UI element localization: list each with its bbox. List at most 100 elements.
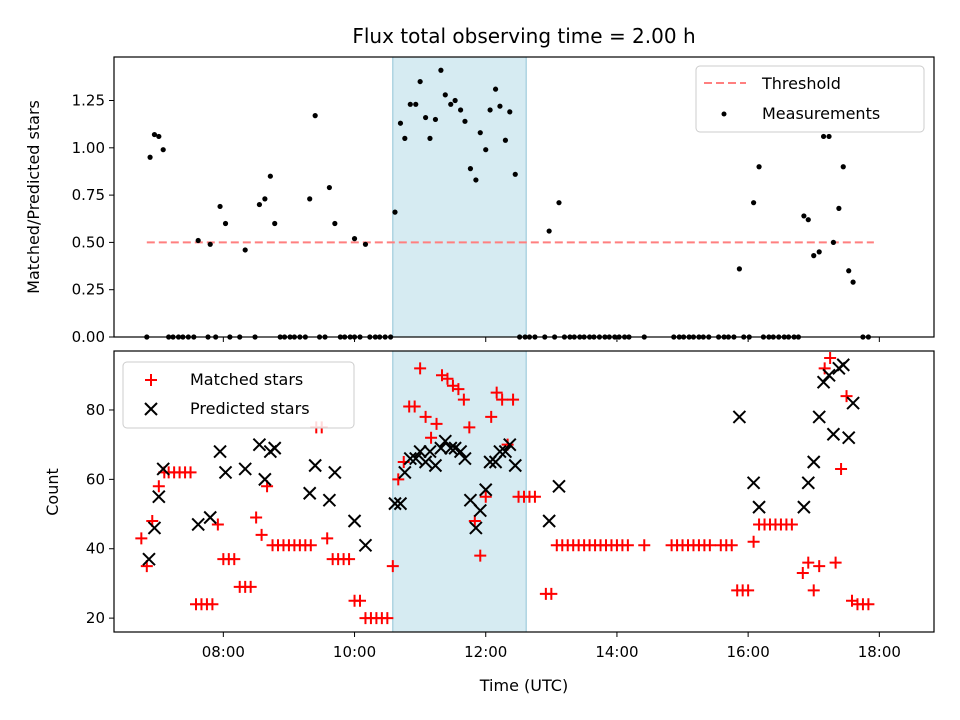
matched-star-marker — [796, 567, 809, 580]
predicted-star-marker — [842, 431, 856, 445]
predicted-star-marker — [542, 514, 556, 528]
measurement-point — [256, 201, 263, 208]
measurement-point — [826, 133, 832, 140]
measurement-point — [351, 236, 358, 242]
top-legend: Threshold Measurements — [695, 65, 925, 133]
predicted-stars-points — [142, 358, 860, 566]
matched-star-marker — [496, 393, 509, 406]
matched-star-marker — [343, 553, 356, 566]
predicted-star-marker — [238, 462, 252, 476]
predicted-star-marker — [252, 437, 267, 452]
matched-star-marker — [490, 386, 503, 399]
matched-star-marker — [824, 351, 837, 364]
legend-matched-label: Matched stars — [190, 370, 303, 389]
matched-star-marker — [152, 480, 165, 493]
predicted-star-marker — [218, 465, 233, 480]
matched-star-marker — [419, 410, 432, 423]
measurement-point — [512, 171, 518, 177]
measurement-point — [262, 196, 268, 202]
predicted-star-marker — [469, 521, 483, 535]
matched-star-marker — [457, 393, 470, 406]
matched-star-marker — [807, 584, 820, 597]
measurement-point — [438, 67, 444, 73]
measurement-point — [427, 135, 433, 141]
x-axis-label: Time (UTC) — [479, 676, 568, 695]
predicted-star-marker — [846, 396, 860, 410]
measurement-point — [483, 147, 489, 153]
matched-star-marker — [747, 535, 760, 548]
measurement-point — [846, 268, 852, 274]
matched-star-marker — [703, 539, 716, 552]
measurement-point — [801, 213, 807, 219]
bottom-highlight-span — [392, 350, 527, 633]
legend-measurements-swatch — [721, 111, 727, 117]
measurement-point — [457, 107, 464, 113]
predicted-star-marker — [142, 552, 156, 566]
predicted-star-marker — [203, 510, 217, 525]
matched-star-marker — [545, 587, 558, 600]
predicted-star-marker — [463, 493, 478, 507]
chart-title: Flux total observing time = 2.00 h — [352, 24, 695, 48]
measurement-point — [507, 109, 513, 115]
measurement-point — [462, 118, 468, 124]
predicted-star-marker — [302, 486, 317, 500]
predicted-star-marker — [268, 441, 282, 455]
matched-star-marker — [479, 490, 492, 503]
measurement-point — [156, 133, 162, 140]
predicted-star-marker — [413, 444, 427, 459]
matched-star-marker — [228, 553, 241, 566]
predicted-star-marker — [156, 462, 170, 476]
bottom-x-tick-label: 16:00 — [727, 643, 770, 661]
measurement-point — [473, 177, 479, 183]
bottom-y-axis-label: Count — [43, 468, 62, 516]
matched-star-marker — [485, 410, 498, 423]
matched-star-marker — [840, 390, 853, 403]
matched-star-marker — [802, 556, 815, 569]
bottom-legend: Matched stars Predicted stars — [122, 361, 355, 429]
matched-stars-points — [135, 351, 875, 625]
measurement-point — [811, 253, 817, 259]
measurement-point — [850, 279, 856, 285]
predicted-star-marker — [438, 434, 452, 448]
matched-star-marker — [507, 393, 520, 406]
matched-star-marker — [381, 612, 394, 625]
measurement-point — [751, 200, 757, 206]
predicted-star-marker — [213, 444, 227, 459]
predicted-star-marker — [807, 455, 821, 469]
measurement-point — [492, 86, 499, 92]
predicted-star-marker — [479, 483, 493, 497]
measurement-point — [207, 241, 213, 247]
predicted-star-marker — [503, 437, 517, 452]
bottom-y-tick-label: 20 — [86, 609, 105, 627]
measurement-point — [417, 78, 423, 85]
matched-star-marker — [528, 490, 541, 503]
top-y-tick-label: 0.50 — [72, 233, 105, 251]
matched-star-marker — [255, 528, 268, 541]
measurement-point — [556, 200, 562, 206]
predicted-star-marker — [483, 455, 497, 469]
predicted-star-marker — [428, 458, 443, 473]
matched-star-marker — [725, 539, 738, 552]
predicted-star-marker — [258, 472, 272, 487]
bottom-x-axis: 08:00 10:00 12:00 14:00 16:00 18:00 — [202, 632, 901, 661]
predicted-star-marker — [393, 496, 408, 511]
measurement-point — [151, 131, 158, 138]
legend-predicted-swatch — [144, 402, 158, 416]
predicted-star-marker — [328, 465, 342, 480]
predicted-star-marker — [552, 479, 566, 494]
measurement-point — [487, 107, 493, 113]
predicted-star-marker — [403, 451, 418, 466]
measurement-point — [307, 196, 313, 202]
predicted-star-marker — [752, 500, 766, 514]
predicted-star-marker — [732, 410, 747, 424]
matched-star-marker — [441, 372, 454, 385]
matched-star-marker — [818, 362, 831, 375]
matched-star-marker — [813, 560, 826, 573]
matched-star-marker — [425, 431, 438, 444]
matched-star-marker — [184, 466, 197, 479]
measurement-point — [272, 220, 278, 227]
measurement-point — [497, 103, 503, 109]
top-x-axis — [222, 337, 880, 342]
measurement-point — [432, 116, 439, 123]
